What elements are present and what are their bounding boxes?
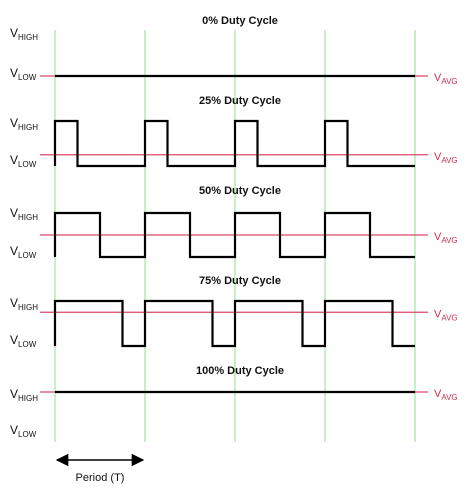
- v-avg-label: VAVG: [434, 308, 458, 322]
- v-high-label-subscript: HIGH: [18, 213, 38, 222]
- pwm-signal: [53, 211, 415, 259]
- v-low-label: VLOW: [10, 66, 37, 82]
- v-low-label-subscript: LOW: [18, 251, 37, 260]
- pwm-signal: [53, 119, 415, 168]
- waveform-title: 75% Duty Cycle: [199, 275, 281, 287]
- v-avg-label-subscript: AVG: [441, 313, 457, 322]
- v-low-label-subscript: LOW: [18, 340, 37, 349]
- v-high-label: VHIGH: [10, 296, 38, 312]
- v-low-label-symbol: V: [10, 244, 18, 258]
- v-high-label-symbol: V: [10, 26, 18, 40]
- v-low-label: VLOW: [10, 153, 37, 169]
- v-avg-label-subscript: AVG: [441, 393, 457, 402]
- v-high-label-subscript: HIGH: [18, 33, 38, 42]
- v-low-label: VLOW: [10, 333, 37, 349]
- v-avg-label: VAVG: [434, 72, 458, 86]
- v-avg-label: VAVG: [434, 151, 458, 165]
- v-low-label-symbol: V: [10, 423, 18, 437]
- waveform-title: 25% Duty Cycle: [199, 95, 281, 107]
- v-low-label-subscript: LOW: [18, 73, 37, 82]
- v-high-label-symbol: V: [10, 206, 18, 220]
- waveform-title: 100% Duty Cycle: [196, 365, 284, 377]
- period-label: Period (T): [76, 472, 125, 484]
- v-avg-label-symbol: V: [434, 388, 442, 400]
- v-avg-label-symbol: V: [434, 308, 442, 320]
- v-high-label-symbol: V: [10, 296, 18, 310]
- v-low-label-subscript: LOW: [18, 430, 37, 439]
- v-high-label-subscript: HIGH: [18, 394, 38, 403]
- v-high-label: VHIGH: [10, 26, 38, 42]
- v-low-label: VLOW: [10, 423, 37, 439]
- v-high-label-symbol: V: [10, 387, 18, 401]
- v-low-label-subscript: LOW: [18, 160, 37, 169]
- v-low-label: VLOW: [10, 244, 37, 260]
- v-high-label: VHIGH: [10, 387, 38, 403]
- v-avg-label: VAVG: [434, 388, 458, 402]
- v-high-label: VHIGH: [10, 206, 38, 222]
- v-high-label-subscript: HIGH: [18, 123, 38, 132]
- v-high-label-subscript: HIGH: [18, 303, 38, 312]
- period-marker: Period (T): [55, 453, 145, 484]
- pwm-signal: [53, 299, 415, 348]
- v-low-label-symbol: V: [10, 333, 18, 347]
- v-avg-label-symbol: V: [434, 231, 442, 243]
- waveform-title: 50% Duty Cycle: [199, 185, 281, 197]
- v-avg-label: VAVG: [434, 231, 458, 245]
- v-avg-label-symbol: V: [434, 151, 442, 163]
- v-avg-label-symbol: V: [434, 72, 442, 84]
- v-low-label-symbol: V: [10, 66, 18, 80]
- v-avg-label-subscript: AVG: [441, 156, 457, 165]
- waveform-title: 0% Duty Cycle: [202, 15, 278, 27]
- v-low-label-symbol: V: [10, 153, 18, 167]
- v-avg-label-subscript: AVG: [441, 77, 457, 86]
- v-high-label-symbol: V: [10, 116, 18, 130]
- v-avg-label-subscript: AVG: [441, 236, 457, 245]
- v-high-label: VHIGH: [10, 116, 38, 132]
